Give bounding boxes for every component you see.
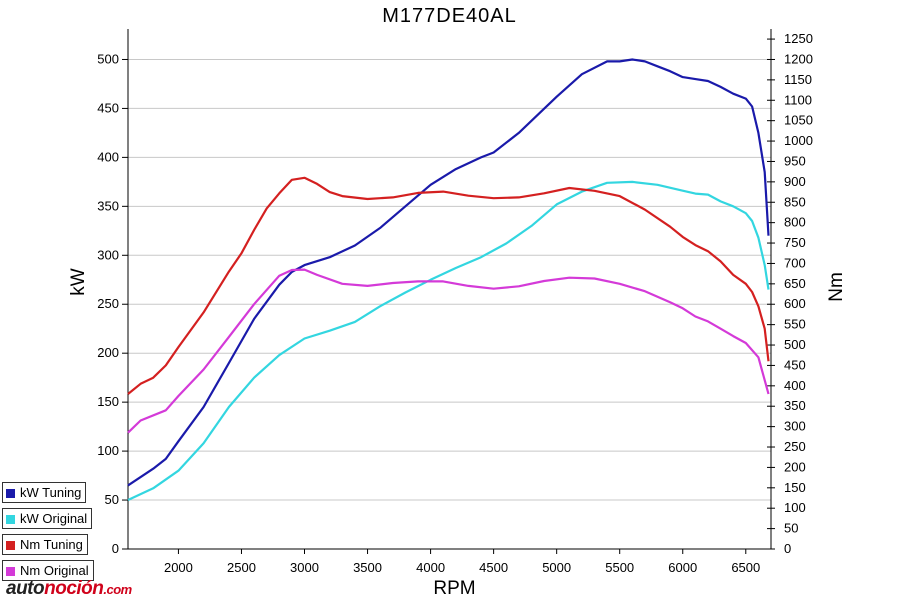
x-axis-title: RPM (433, 578, 475, 599)
series-line-kw-tuning (127, 58, 770, 487)
y-right-tick-label-750: 750 (784, 235, 806, 250)
legend-label: kW Tuning (20, 485, 82, 500)
y-right-tick-label-450: 450 (784, 357, 806, 372)
legend-label: Nm Tuning (20, 537, 83, 552)
x-tick-label-4000: 4000 (416, 560, 445, 575)
autonocion-logo: autonoción.com (6, 578, 132, 600)
x-tick-label-2500: 2500 (227, 560, 256, 575)
y-left-tick-label-450: 450 (97, 100, 119, 115)
legend-swatch (6, 567, 15, 576)
legend-item-nm-original: Nm Original (2, 560, 94, 581)
y-right-tick-label-700: 700 (784, 255, 806, 270)
logo-suffix: noción (44, 578, 104, 599)
y-right-tick-label-400: 400 (784, 378, 806, 393)
x-tick-label-5000: 5000 (542, 560, 571, 575)
legend-swatch (6, 541, 15, 550)
legend-swatch (6, 515, 15, 524)
y-right-tick-label-650: 650 (784, 276, 806, 291)
y-left-tick-label-350: 350 (97, 198, 119, 213)
y-right-tick-label-1050: 1050 (784, 113, 813, 128)
logo-domain: .com (103, 582, 132, 597)
y-right-tick-label-200: 200 (784, 459, 806, 474)
x-tick-label-4500: 4500 (479, 560, 508, 575)
y-right-tick-label-600: 600 (784, 296, 806, 311)
x-tick-label-6500: 6500 (731, 560, 760, 575)
y-left-axis-title: kW (68, 268, 89, 296)
y-right-tick-label-800: 800 (784, 215, 806, 230)
y-right-tick-label-550: 550 (784, 317, 806, 332)
y-left-tick-label-0: 0 (112, 541, 119, 556)
y-right-tick-label-150: 150 (784, 480, 806, 495)
y-left-tick-label-300: 300 (97, 247, 119, 262)
series-line-nm-tuning (127, 176, 770, 395)
legend-item-kw-original: kW Original (2, 508, 93, 529)
legend-item-kw-tuning: kW Tuning (2, 482, 87, 503)
x-tick-label-3500: 3500 (353, 560, 382, 575)
legend-label: kW Original (20, 511, 88, 526)
y-right-axis-title: Nm (826, 272, 847, 302)
y-left-tick-label-250: 250 (97, 296, 119, 311)
y-right-tick-label-1150: 1150 (784, 72, 812, 87)
y-right-tick-label-50: 50 (784, 521, 798, 536)
x-tick-label-3000: 3000 (290, 560, 319, 575)
y-right-tick-label-850: 850 (784, 194, 806, 209)
y-right-tick-label-1250: 1250 (784, 31, 813, 46)
y-left-tick-label-50: 50 (105, 492, 119, 507)
series-line-kw-original (127, 180, 770, 501)
y-right-tick-label-1000: 1000 (784, 133, 813, 148)
y-right-tick-label-0: 0 (784, 541, 791, 556)
series-line-nm-original (127, 268, 770, 434)
x-tick-label-2000: 2000 (164, 560, 193, 575)
y-right-tick-label-1200: 1200 (784, 51, 813, 66)
y-left-tick-label-400: 400 (97, 149, 119, 164)
y-right-tick-label-350: 350 (784, 398, 806, 413)
y-right-tick-label-500: 500 (784, 337, 806, 352)
y-right-tick-label-250: 250 (784, 439, 806, 454)
y-left-tick-label-500: 500 (97, 51, 119, 66)
y-right-tick-label-100: 100 (784, 500, 806, 515)
y-left-tick-label-150: 150 (97, 394, 119, 409)
logo-prefix: auto (6, 578, 45, 599)
y-left-tick-label-100: 100 (97, 443, 119, 458)
y-left-tick-label-200: 200 (97, 345, 119, 360)
x-tick-label-5500: 5500 (605, 560, 634, 575)
y-right-tick-label-900: 900 (784, 174, 806, 189)
legend-label: Nm Original (20, 563, 89, 578)
x-tick-label-6000: 6000 (668, 560, 697, 575)
y-right-tick-label-300: 300 (784, 419, 806, 434)
y-right-tick-label-1100: 1100 (784, 92, 812, 107)
legend-swatch (6, 489, 15, 498)
y-right-tick-label-950: 950 (784, 153, 806, 168)
chart-title: M177DE40AL (382, 5, 517, 27)
legend-item-nm-tuning: Nm Tuning (2, 534, 88, 555)
